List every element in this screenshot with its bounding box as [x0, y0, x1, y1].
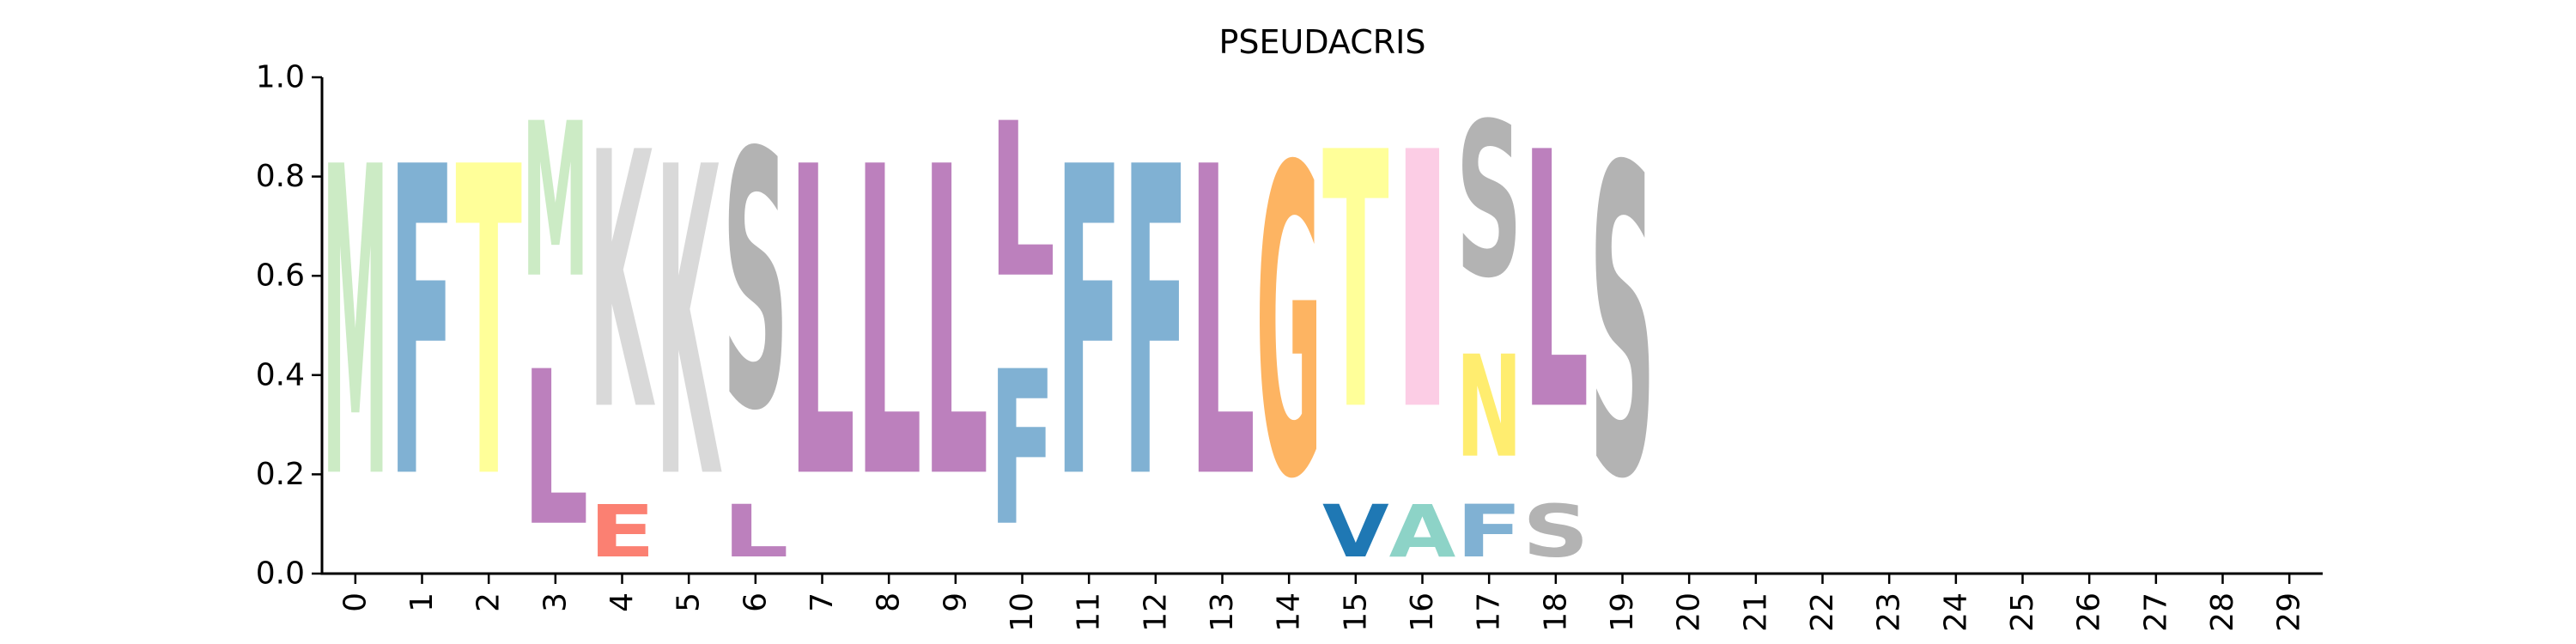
- logo-letter: L: [1522, 79, 1589, 489]
- x-tick-label: 4: [605, 592, 640, 612]
- logo-letter: M: [322, 80, 389, 573]
- x-tick-label: 8: [872, 592, 907, 612]
- x-tick-label: 26: [2072, 592, 2107, 632]
- logo-letter: M: [522, 79, 589, 325]
- y-tick-label: 0.4: [256, 357, 305, 392]
- logo-letter: L: [522, 325, 589, 573]
- x-axis-ticks: 0 1 2 3 4 5 6 7 8 9 10 11 12 13 14 15 16 17 18 19 20 21 22 23 24…: [337, 574, 2307, 632]
- logo-letter: T: [1322, 78, 1389, 488]
- chart-title: PSEUDACRIS: [1218, 23, 1425, 61]
- logo-letter: V: [1322, 489, 1389, 574]
- logo-letter: K: [589, 80, 656, 489]
- x-tick-label: 25: [2005, 592, 2040, 632]
- logo-letter: T: [455, 78, 522, 573]
- logo-letter: A: [1389, 489, 1456, 574]
- x-tick-label: 10: [1005, 592, 1040, 632]
- x-tick-label: 5: [671, 592, 707, 612]
- x-tick-label: 16: [1405, 592, 1440, 632]
- logo-letter: L: [855, 78, 922, 572]
- y-tick-label: 0.2: [256, 457, 305, 492]
- y-axis-ticks: 0.0 0.2 0.4 0.6 0.8 1.0: [256, 60, 322, 592]
- x-tick-label: 20: [1672, 592, 1707, 632]
- logo-letter: K: [655, 78, 722, 572]
- logo-letter: S: [1589, 79, 1656, 573]
- logo-letter: E: [589, 489, 656, 574]
- x-tick-label: 2: [471, 592, 507, 612]
- x-tick-label: 24: [1938, 592, 1973, 632]
- x-tick-label: 21: [1738, 592, 1773, 632]
- logo-letter: F: [1055, 77, 1122, 572]
- x-tick-label: 22: [1805, 592, 1840, 632]
- logo-letter: N: [1455, 327, 1522, 489]
- logo-letter: S: [1522, 489, 1589, 574]
- chart-axes: [320, 77, 2323, 575]
- logo-letter: L: [922, 78, 989, 572]
- logo-letter: L: [989, 77, 1056, 325]
- logo-letter: S: [1455, 77, 1522, 325]
- logo-letter: F: [1122, 77, 1189, 572]
- logo-letter: F: [989, 327, 1056, 573]
- x-tick-label: 13: [1205, 592, 1240, 632]
- x-tick-label: 7: [805, 592, 840, 612]
- logo-letter: S: [722, 78, 789, 488]
- x-tick-label: 0: [337, 592, 373, 612]
- x-tick-label: 28: [2205, 592, 2240, 632]
- x-tick-label: 19: [1605, 592, 1640, 632]
- logo-letter: L: [722, 489, 789, 574]
- x-tick-label: 29: [2272, 592, 2307, 632]
- logo-letter: F: [389, 77, 456, 572]
- x-tick-label: 27: [2138, 592, 2173, 632]
- y-tick-label: 0.0: [256, 556, 305, 592]
- x-tick-label: 9: [938, 592, 973, 612]
- y-tick-label: 1.0: [256, 60, 305, 95]
- x-tick-label: 18: [1538, 592, 1573, 632]
- x-tick-label: 11: [1072, 592, 1107, 632]
- x-tick-label: 23: [1872, 592, 1907, 632]
- logo-letter: I: [1389, 78, 1456, 489]
- logo-letter: G: [1255, 78, 1322, 572]
- y-tick-label: 0.8: [256, 159, 305, 194]
- x-tick-label: 3: [538, 592, 573, 612]
- x-tick-label: 1: [404, 592, 440, 612]
- x-tick-label: 12: [1138, 592, 1173, 632]
- x-tick-label: 17: [1472, 592, 1507, 632]
- logo-letter: L: [789, 78, 856, 572]
- x-tick-label: 14: [1272, 592, 1307, 632]
- logo-letter: F: [1455, 489, 1522, 574]
- y-tick-label: 0.6: [256, 258, 305, 294]
- logo-letter: L: [1189, 78, 1256, 572]
- x-tick-label: 15: [1338, 592, 1373, 632]
- x-tick-label: 6: [738, 592, 773, 612]
